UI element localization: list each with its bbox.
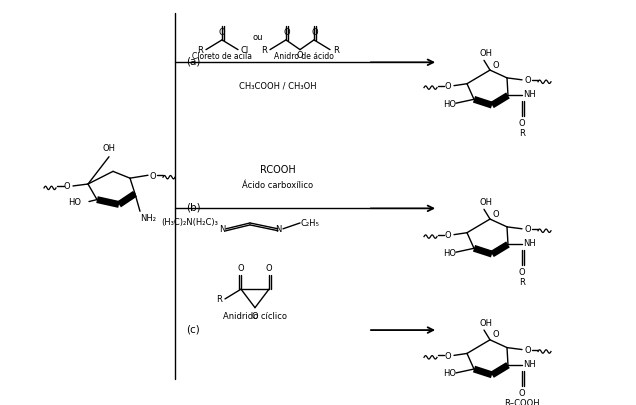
- Text: O: O: [525, 76, 531, 85]
- Text: NH: NH: [523, 90, 536, 99]
- Text: O: O: [493, 209, 499, 218]
- Text: HO: HO: [443, 248, 457, 257]
- Text: N: N: [219, 225, 225, 234]
- Text: O: O: [445, 82, 452, 91]
- Text: OH: OH: [480, 198, 492, 207]
- Text: (a): (a): [186, 56, 200, 66]
- Text: O: O: [445, 230, 452, 239]
- Text: O: O: [445, 351, 452, 360]
- Text: Ácido carboxílico: Ácido carboxílico: [242, 180, 314, 189]
- Text: N: N: [275, 225, 281, 234]
- Text: (H₃C)₂N(H₂C)₃: (H₃C)₂N(H₂C)₃: [161, 217, 218, 226]
- Text: O: O: [64, 182, 71, 191]
- Text: (b): (b): [186, 202, 200, 212]
- Text: (c): (c): [186, 323, 200, 333]
- Text: O: O: [266, 264, 272, 273]
- Text: NH₂: NH₂: [140, 213, 156, 222]
- Text: O: O: [284, 28, 290, 36]
- Text: NH: NH: [523, 239, 536, 247]
- Text: R: R: [519, 128, 525, 138]
- Text: HO: HO: [443, 100, 457, 109]
- Text: ou: ou: [252, 32, 263, 41]
- Text: O: O: [493, 61, 499, 70]
- Text: RCOOH: RCOOH: [260, 165, 296, 175]
- Text: Anidro de ácido: Anidro de ácido: [274, 52, 334, 61]
- Text: R: R: [261, 46, 267, 55]
- Text: Anidrido cíclico: Anidrido cíclico: [223, 311, 287, 320]
- Text: O: O: [149, 171, 156, 180]
- Text: O: O: [525, 225, 531, 234]
- Text: OH: OH: [480, 318, 492, 327]
- Text: O: O: [219, 28, 225, 36]
- Text: OH: OH: [102, 144, 116, 153]
- Text: CH₃COOH / CH₃OH: CH₃COOH / CH₃OH: [239, 81, 317, 90]
- Text: Cloreto de acila: Cloreto de acila: [192, 52, 252, 61]
- Text: O: O: [312, 28, 318, 36]
- Text: O: O: [238, 264, 244, 273]
- Text: O: O: [519, 388, 525, 397]
- Text: O: O: [296, 51, 303, 60]
- Text: O: O: [519, 119, 525, 128]
- Text: O: O: [252, 311, 258, 320]
- Text: R–COOH: R–COOH: [504, 398, 540, 405]
- Text: HO: HO: [443, 369, 457, 377]
- Text: R: R: [216, 295, 222, 304]
- Text: HO: HO: [69, 198, 81, 207]
- Text: O: O: [525, 345, 531, 354]
- Text: Cl: Cl: [241, 46, 249, 55]
- Text: NH: NH: [523, 359, 536, 368]
- Text: R: R: [333, 46, 339, 55]
- Text: C₂H₅: C₂H₅: [301, 219, 319, 228]
- Text: O: O: [519, 267, 525, 277]
- Text: R: R: [197, 46, 203, 55]
- Text: R: R: [519, 277, 525, 286]
- Text: O: O: [493, 330, 499, 339]
- Text: OH: OH: [480, 49, 492, 58]
